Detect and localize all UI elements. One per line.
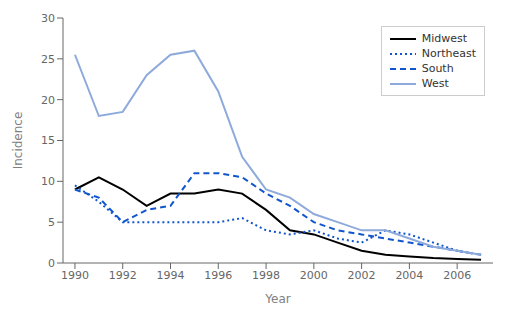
svg-text:1992: 1992 [109, 269, 137, 282]
svg-text:2004: 2004 [395, 269, 423, 282]
svg-text:1990: 1990 [61, 269, 89, 282]
html-text:South: South [421, 62, 454, 75]
svg-text:30: 30 [41, 12, 55, 25]
svg-text:15: 15 [41, 134, 55, 147]
svg-text:2002: 2002 [348, 269, 376, 282]
svg-text:2000: 2000 [300, 269, 328, 282]
svg-text:5: 5 [48, 216, 55, 229]
html-text:Northeast: Northeast [421, 47, 476, 60]
svg-text:25: 25 [41, 53, 55, 66]
svg-text:Incidence: Incidence [11, 112, 25, 170]
svg-text:1996: 1996 [204, 269, 232, 282]
svg-text:Year: Year [264, 292, 290, 306]
svg-text:10: 10 [41, 175, 55, 188]
html-text:Midwest: Midwest [421, 32, 467, 45]
svg-text:1998: 1998 [252, 269, 280, 282]
svg-text:2006: 2006 [443, 269, 471, 282]
html-text:West: West [421, 77, 449, 90]
svg-text:20: 20 [41, 94, 55, 107]
svg-text:0: 0 [48, 257, 55, 270]
svg-text:1994: 1994 [157, 269, 185, 282]
